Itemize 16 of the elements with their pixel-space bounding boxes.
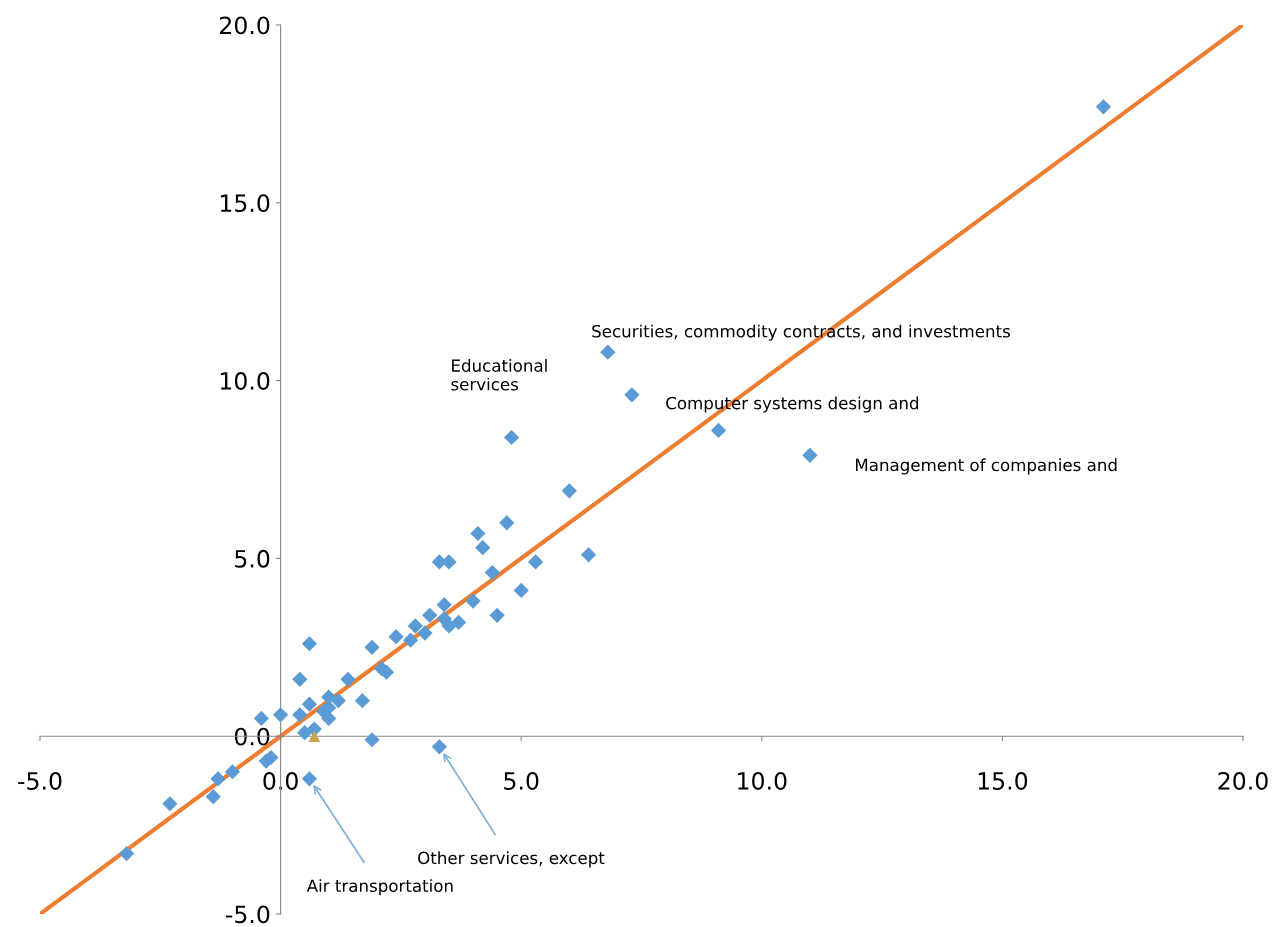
annotation: Management of companies and: [856, 458, 1117, 475]
y-tick-label: 20.0: [220, 16, 270, 35]
y-tick-label: 10.0: [220, 372, 270, 390]
annotation: Educational services: [451, 358, 547, 391]
annotation: Air transportation: [306, 879, 453, 896]
x-tick-label: -5.0: [18, 772, 62, 790]
y-tick-label: 15.0: [220, 194, 270, 213]
y-tick-label: 0.0: [234, 727, 270, 746]
x-tick-label: 20.0: [1218, 772, 1268, 790]
x-tick-label: 15.0: [978, 772, 1028, 790]
x-tick-label: 5.0: [504, 772, 539, 790]
x-tick-label: 10.0: [738, 772, 787, 790]
x-tick-label: 0.0: [263, 772, 298, 790]
y-tick-label: -5.0: [225, 905, 270, 924]
y-tick-label: 5.0: [235, 549, 270, 568]
annotation: Other services, except: [418, 851, 605, 868]
